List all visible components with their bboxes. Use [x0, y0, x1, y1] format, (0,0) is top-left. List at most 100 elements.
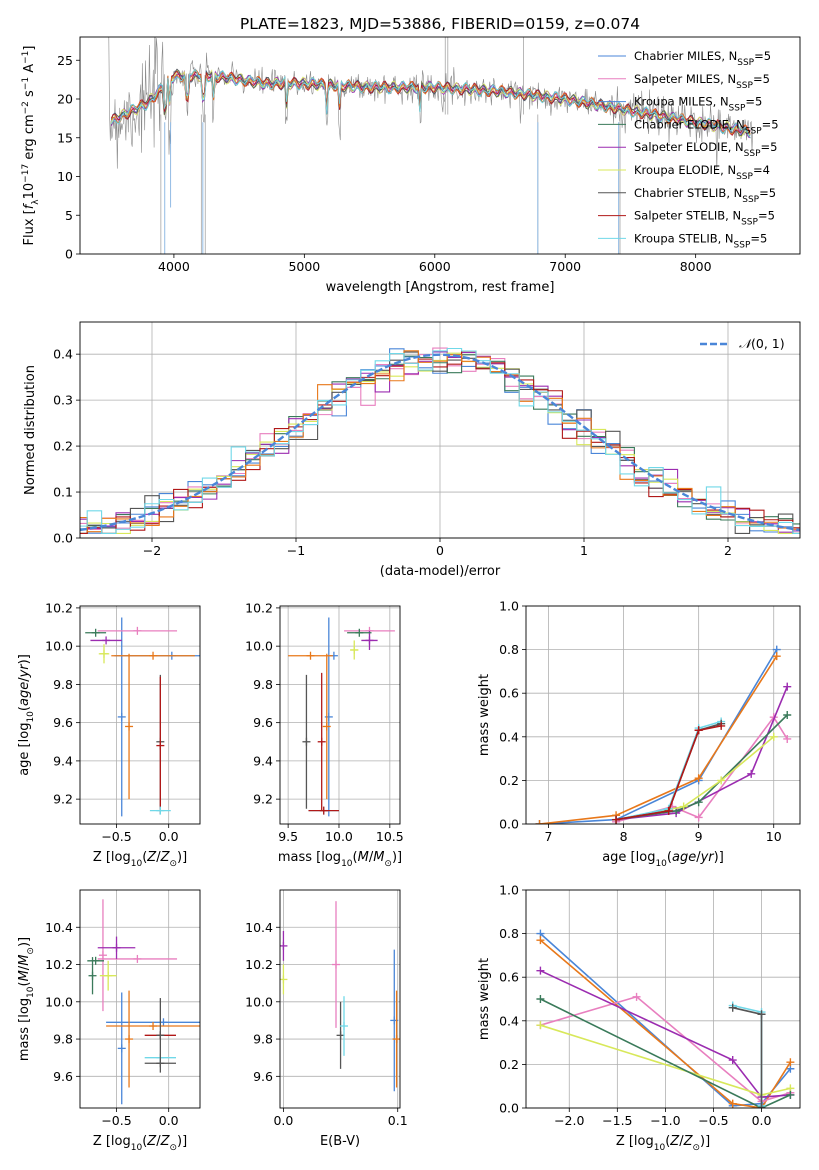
- series-marker: [664, 806, 673, 815]
- series-marker: [694, 813, 703, 822]
- x-axis-label: wavelength [Angstrom, rest frame]: [326, 280, 555, 295]
- x-axis-label: Z [log10(Z/Z⊙)]: [616, 1134, 710, 1153]
- weight-series: [728, 1001, 766, 1108]
- legend-label: 𝒩(0, 1): [739, 336, 785, 351]
- y-tick-label: 1.0: [499, 883, 519, 898]
- error-bar-point: [90, 636, 122, 645]
- error-bar-point: [88, 957, 97, 995]
- series-line: [539, 655, 778, 824]
- x-tick-label: 0.0: [273, 1113, 293, 1128]
- x-tick-label: −1.5: [602, 1113, 632, 1128]
- y-tick-label: 0.4: [53, 347, 73, 362]
- y-tick-label: 10: [57, 169, 73, 184]
- panel-age-vs-mass: 9.5 10.0 10.5 9.2 9.4 9.6 9.8 10.0 10.2 mass [log…: [245, 600, 404, 869]
- series-marker: [612, 815, 621, 824]
- error-bar-point: [85, 628, 107, 637]
- y-tick-label: 10.2: [245, 957, 273, 972]
- error-bar-point: [87, 956, 104, 965]
- series-marker: [757, 1010, 766, 1019]
- axes-frame: [279, 605, 401, 825]
- spectrum-model: [110, 68, 751, 135]
- y-tick-label: 10.2: [45, 600, 73, 615]
- panel-age-vs-Z: −0.5 0.0 9.2 9.4 9.6 9.8 10.0 10.2 Z [log10(Z/Z⊙…: [17, 600, 201, 869]
- series-marker: [786, 1058, 795, 1067]
- y-tick-label: 10.0: [45, 639, 73, 654]
- y-tick-label: 9.8: [253, 1032, 273, 1047]
- weight-series: [728, 1003, 766, 1108]
- y-tick-label: 9.2: [53, 792, 73, 807]
- legend-label: Salpeter STELIB, NSSP=5: [634, 209, 775, 228]
- panel-mass-vs-EBV: 0.0 0.1 9.6 9.8 10.0 10.2 10.4 E(B-V): [245, 889, 408, 1149]
- series-line: [540, 969, 791, 1098]
- error-bar-point: [340, 996, 348, 1056]
- x-tick-label: 0.0: [159, 1113, 179, 1128]
- x-tick-label: −2: [143, 543, 161, 558]
- x-tick-label: 8: [620, 829, 628, 844]
- error-bar-point: [98, 644, 110, 664]
- series-marker: [535, 820, 544, 824]
- x-tick-label: −2.0: [554, 1113, 584, 1128]
- x-tick-label: 7000: [549, 259, 581, 274]
- y-tick-label: 10.2: [45, 957, 73, 972]
- error-bar-point: [156, 998, 165, 1073]
- error-bar-point: [308, 806, 339, 815]
- plot-area: [85, 617, 200, 817]
- y-tick-label: 5: [65, 208, 73, 223]
- axes-frame: [525, 889, 801, 1109]
- series-line: [616, 686, 788, 821]
- plot-area: [80, 347, 800, 534]
- series-marker: [694, 798, 703, 807]
- x-tick-label: 9.5: [278, 829, 298, 844]
- series-marker: [717, 776, 726, 785]
- histogram-series: [80, 347, 800, 534]
- series-marker: [679, 802, 688, 811]
- x-tick-label: −1.0: [650, 1113, 680, 1128]
- x-tick-label: 0.0: [159, 829, 179, 844]
- error-bar-point: [97, 626, 178, 635]
- y-tick-label: 0.2: [499, 773, 519, 788]
- figure-title: PLATE=1823, MJD=53886, FIBERID=0159, z=0…: [240, 15, 640, 33]
- y-tick-label: 0.0: [499, 1101, 519, 1116]
- y-tick-label: 9.8: [53, 1032, 73, 1047]
- error-bar-point: [106, 1022, 200, 1031]
- series-marker: [728, 1099, 737, 1108]
- error-bar-point: [336, 1001, 345, 1069]
- x-tick-label: 10.0: [325, 829, 353, 844]
- y-tick-label: 20: [57, 92, 73, 107]
- y-tick-label: 10.0: [245, 639, 273, 654]
- error-bar-point: [149, 806, 171, 815]
- y-tick-label: 0.3: [53, 393, 73, 408]
- error-bar-point: [361, 630, 378, 650]
- x-tick-label: 4000: [158, 259, 190, 274]
- y-axis-label: Normed distribution: [23, 365, 38, 495]
- x-axis-label: age [log10(age/yr)]: [602, 850, 724, 869]
- error-bar-point: [350, 640, 359, 660]
- y-axis-label: age [log10(age/yr)]: [17, 654, 36, 776]
- series-marker: [786, 1090, 795, 1099]
- axes-frame: [79, 36, 801, 255]
- y-tick-label: 9.4: [53, 753, 73, 768]
- series-line: [539, 939, 792, 1108]
- plot-area: [536, 929, 795, 1108]
- error-bar-point: [332, 901, 340, 1028]
- y-tick-label: 1.0: [499, 599, 519, 614]
- x-tick-label: 8000: [680, 259, 712, 274]
- error-bar-point: [125, 990, 134, 1088]
- y-axis-label: mass weight: [477, 958, 492, 1040]
- series-marker: [632, 992, 641, 1001]
- x-tick-label: 0.1: [388, 1113, 408, 1128]
- error-bar-point: [322, 653, 331, 800]
- y-tick-label: 0.6: [499, 686, 519, 701]
- series-line: [615, 725, 722, 821]
- y-axis-label: mass weight: [477, 674, 492, 756]
- series-marker: [536, 936, 545, 945]
- error-bar-point: [97, 936, 136, 959]
- y-tick-label: 10.0: [45, 994, 73, 1009]
- series-marker: [783, 734, 792, 743]
- error-bar-point: [111, 651, 195, 660]
- error-bar-point: [117, 617, 126, 817]
- error-bar-point: [324, 617, 333, 817]
- x-tick-label: 7: [545, 829, 553, 844]
- panel-weight-vs-age: 7 8 9 10 0.0 0.2 0.4 0.6 0.8 1.0 age [log10(age/yr…: [477, 599, 801, 869]
- legend-label: Chabrier STELIB, NSSP=5: [634, 186, 776, 205]
